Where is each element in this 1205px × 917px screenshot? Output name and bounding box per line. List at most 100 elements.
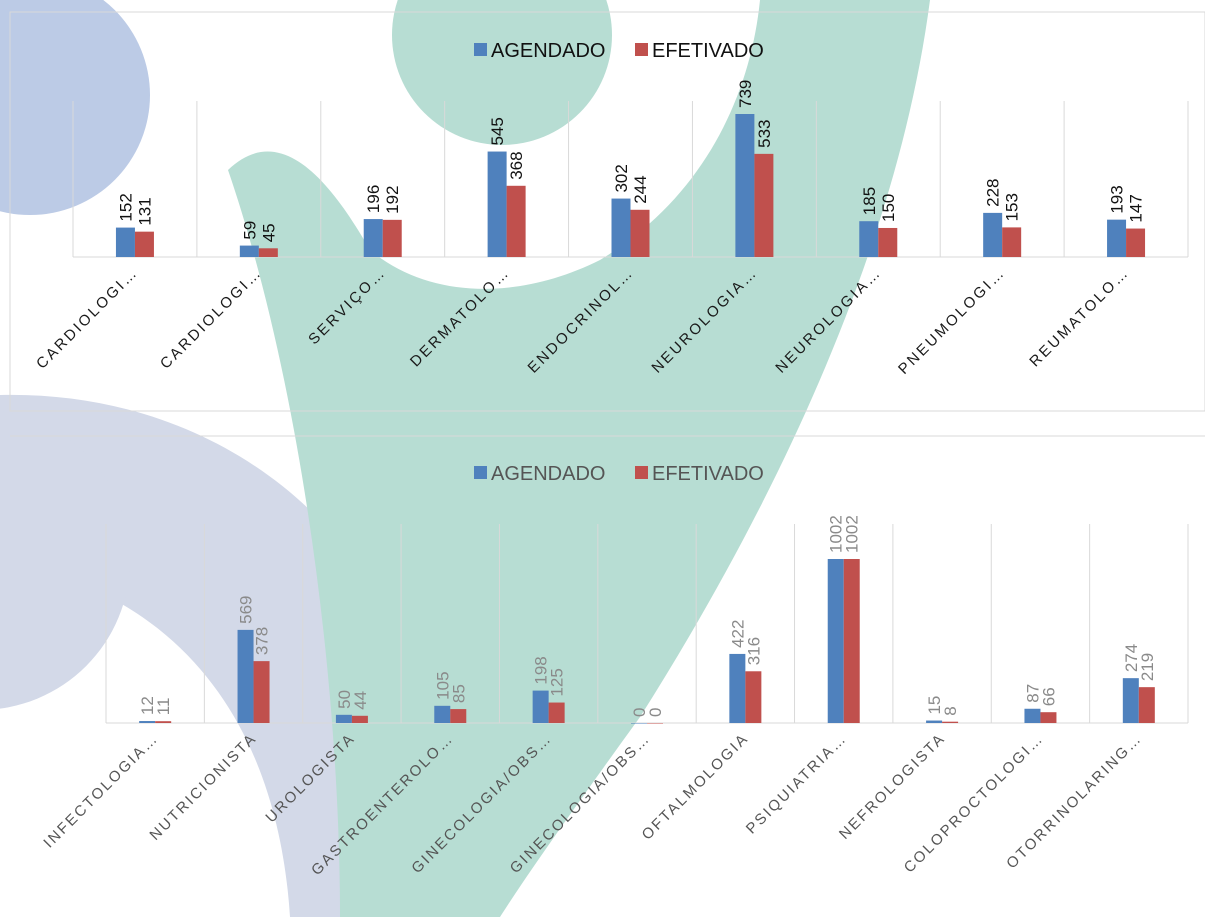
bar-agendado: [1024, 708, 1041, 723]
bar-efetivado: [506, 185, 526, 257]
value-label-efetivado: 66: [1039, 687, 1058, 706]
category-label: CARDIOLOGI…: [33, 264, 142, 373]
bar-agendado: [729, 653, 746, 723]
value-label-agendado: 185: [860, 187, 879, 215]
category-label: INFECTOLOGIA…: [40, 730, 162, 852]
category-label: UROLOGISTA: [262, 730, 358, 826]
category-label: PNEUMOLOGI…: [895, 264, 1009, 378]
bar-efetivado: [548, 702, 565, 723]
category-label: NEFROLOGISTA: [836, 730, 949, 843]
value-label-efetivado: 0: [646, 708, 665, 717]
chart-top-border: [9, 11, 1205, 412]
value-label-agendado: 545: [488, 117, 507, 145]
bar-agendado: [335, 714, 352, 723]
value-label-agendado: 196: [364, 185, 383, 213]
category-label: NUTRICIONISTA: [146, 730, 260, 844]
chart-bottom-category-labels: INFECTOLOGIA…NUTRICIONISTA UROLOGISTAGAST…: [40, 730, 1145, 879]
value-label-agendado: 15: [925, 696, 944, 715]
category-label: NEUROLOGIA…: [772, 264, 885, 377]
watermark-gray-circle: [0, 411, 130, 709]
legend-agendado-label-2: AGENDADO: [491, 463, 605, 485]
category-label: ENDOCRINOL…: [525, 264, 638, 377]
value-label-agendado: 50: [335, 690, 354, 709]
value-label-agendado: 87: [1023, 684, 1042, 703]
value-label-agendado: 105: [433, 671, 452, 699]
bar-efetivado: [258, 248, 278, 257]
bar-efetivado: [450, 709, 467, 723]
bar-agendado: [859, 221, 879, 257]
bar-efetivado: [630, 209, 650, 257]
category-label: DERMATOLO…: [407, 264, 514, 371]
value-label-efetivado: 219: [1138, 653, 1157, 681]
bar-efetivado: [253, 661, 270, 723]
bar-agendado: [631, 723, 647, 724]
chart-top-bars: [115, 114, 1146, 257]
bar-agendado: [115, 227, 135, 257]
bar-efetivado: [843, 559, 860, 723]
legend-efetivado-swatch: [635, 43, 648, 56]
value-label-efetivado: 150: [879, 194, 898, 222]
value-label-agendado: 569: [237, 595, 256, 623]
bar-efetivado: [1040, 712, 1057, 723]
value-label-efetivado: 1002: [843, 515, 862, 553]
value-label-agendado: 274: [1122, 644, 1141, 672]
bar-efetivado: [942, 721, 959, 723]
chart-top-legend: AGENDADO EFETIVADO: [474, 40, 764, 62]
value-label-efetivado: 244: [631, 175, 650, 203]
value-label-agendado: 1002: [827, 515, 846, 553]
bar-efetivado: [1002, 227, 1022, 257]
watermark-blue-circle: [0, 0, 150, 215]
value-label-agendado: 198: [532, 656, 551, 684]
value-label-efetivado: 85: [449, 684, 468, 703]
bar-agendado: [827, 559, 844, 723]
category-label: OFTALMOLOGIA: [639, 730, 753, 844]
bar-agendado: [1122, 678, 1139, 723]
value-label-agendado: 12: [138, 696, 157, 715]
bar-efetivado: [745, 671, 762, 723]
value-label-efetivado: 533: [755, 119, 774, 147]
bar-agendado: [363, 219, 383, 257]
bar-agendado: [434, 705, 451, 723]
bar-efetivado: [1126, 228, 1146, 257]
value-label-agendado: 59: [240, 221, 259, 240]
bar-agendado: [611, 198, 631, 257]
bar-agendado: [926, 720, 943, 723]
category-label: PSIQUIATRIA…: [743, 730, 851, 838]
legend-agendado-swatch: [474, 43, 487, 56]
bar-efetivado: [647, 723, 663, 724]
value-label-agendado: 422: [728, 620, 747, 648]
bar-agendado: [735, 114, 755, 257]
bar-agendado: [139, 721, 156, 723]
bar-efetivado: [382, 219, 402, 257]
bar-agendado: [532, 690, 549, 723]
bar-efetivado: [155, 721, 172, 723]
category-label: SERVIÇO…: [305, 264, 389, 348]
legend-efetivado-label-2: EFETIVADO: [652, 463, 764, 485]
value-label-agendado: 302: [612, 164, 631, 192]
value-label-agendado: 739: [736, 80, 755, 108]
watermark-teal-circle: [392, 0, 612, 145]
value-label-efetivado: 147: [1127, 194, 1146, 222]
value-label-efetivado: 153: [1003, 193, 1022, 221]
legend-efetivado-label: EFETIVADO: [652, 40, 764, 62]
value-label-efetivado: 125: [548, 668, 567, 696]
legend-agendado-swatch-2: [474, 466, 487, 479]
category-label: REUMATOLO…: [1026, 264, 1133, 371]
value-label-efetivado: 44: [351, 691, 370, 710]
value-label-efetivado: 192: [383, 185, 402, 213]
chart-bottom-legend: AGENDADO EFETIVADO: [474, 463, 764, 485]
bar-agendado: [1107, 219, 1127, 257]
value-label-efetivado: 316: [744, 637, 763, 665]
value-label-efetivado: 45: [259, 223, 278, 242]
value-label-efetivado: 368: [507, 151, 526, 179]
bar-efetivado: [878, 227, 898, 257]
value-label-efetivado: 131: [135, 197, 154, 225]
category-label: CARDIOLOGI…: [157, 264, 266, 373]
legend-efetivado-swatch-2: [635, 466, 648, 479]
bar-efetivado: [1138, 687, 1155, 723]
legend-agendado-label: AGENDADO: [491, 40, 605, 62]
bar-efetivado: [754, 153, 774, 257]
chart-top: AGENDADO EFETIVADO 152 131 59 45 196 192 54536…: [9, 11, 1205, 412]
